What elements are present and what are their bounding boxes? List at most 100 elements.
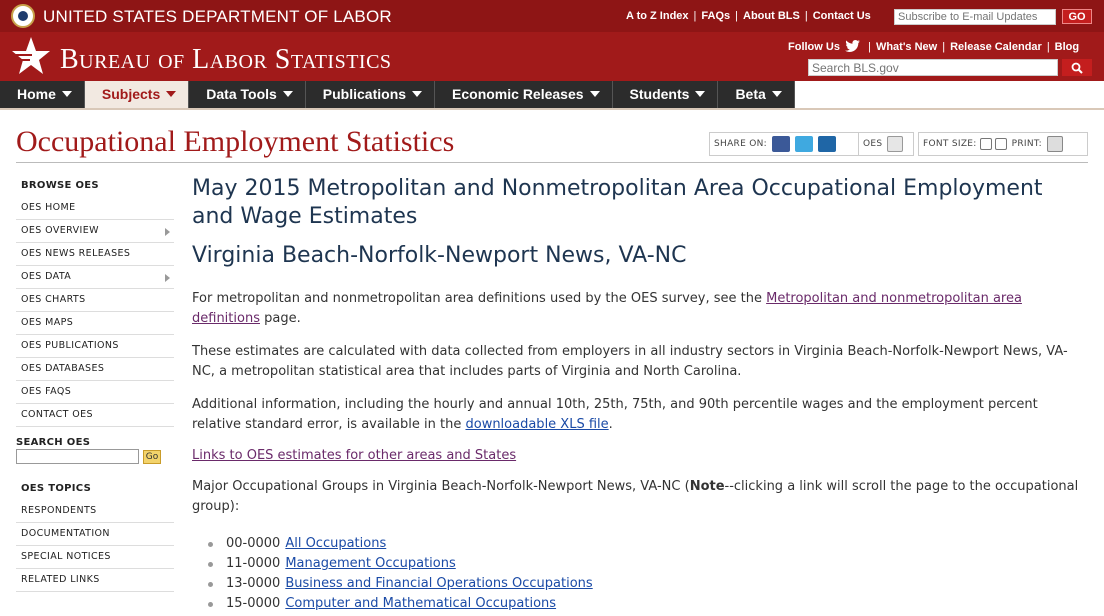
occupation-link[interactable]: Business and Financial Operations Occupa…	[285, 576, 593, 591]
nav-students[interactable]: Students	[612, 81, 719, 108]
note-label: Note	[689, 479, 725, 494]
linkedin-icon[interactable]	[818, 136, 836, 152]
sidebar-item-oes-maps[interactable]: OES MAPS	[16, 312, 174, 335]
sidebar: BROWSE OES OES HOME OES OVERVIEW OES NEW…	[16, 175, 174, 592]
top-link-about[interactable]: About BLS	[743, 10, 800, 22]
sidebar-item-oes-publications[interactable]: OES PUBLICATIONS	[16, 335, 174, 358]
bls-title[interactable]: Bureau of Labor Statistics	[60, 44, 392, 75]
sidebar-item-label: OES CHARTS	[21, 294, 86, 305]
chevron-down-icon	[412, 91, 423, 97]
nav-subjects[interactable]: Subjects	[84, 81, 190, 108]
nav-home-label: Home	[17, 86, 56, 102]
dol-title[interactable]: UNITED STATES DEPARTMENT OF LABOR	[43, 7, 392, 26]
sidebar-item-oes-data[interactable]: OES DATA	[16, 266, 174, 289]
nav-beta[interactable]: Beta	[718, 81, 795, 108]
sidebar-item-documentation[interactable]: DOCUMENTATION	[16, 523, 174, 546]
top-link-a-to-z[interactable]: A to Z Index	[626, 10, 689, 22]
additional-info-paragraph: Additional information, including the ho…	[192, 395, 1088, 435]
font-size-label: FONT SIZE:	[923, 139, 977, 149]
sidebar-item-label: RELATED LINKS	[21, 574, 100, 585]
chevron-down-icon	[771, 91, 782, 97]
sidebar-item-special-notices[interactable]: SPECIAL NOTICES	[16, 546, 174, 569]
blog-link[interactable]: Blog	[1054, 41, 1080, 53]
sidebar-item-oes-news-releases[interactable]: OES NEWS RELEASES	[16, 243, 174, 266]
follow-us-link[interactable]: Follow Us	[788, 40, 863, 53]
area-heading: Virginia Beach-Norfolk-Newport News, VA-…	[192, 243, 687, 268]
release-calendar-link[interactable]: Release Calendar	[950, 41, 1042, 53]
sidebar-item-oes-charts[interactable]: OES CHARTS	[16, 289, 174, 312]
sidebar-item-related-links[interactable]: RELATED LINKS	[16, 569, 174, 592]
occupation-code: 15-0000	[226, 596, 281, 611]
nav-students-label: Students	[629, 86, 690, 102]
chevron-down-icon	[589, 91, 600, 97]
nav-divider	[0, 108, 1104, 110]
nav-data-tools[interactable]: Data Tools	[189, 81, 306, 108]
main-content: May 2015 Metropolitan and Nonmetropolita…	[192, 175, 1088, 614]
estimates-paragraph: These estimates are calculated with data…	[192, 344, 1068, 379]
oes-search-go-button[interactable]: Go	[143, 449, 161, 464]
top-link-contact[interactable]: Contact Us	[812, 10, 871, 22]
dol-seal-icon[interactable]	[11, 4, 35, 28]
list-item: 15-0000 Computer and Mathematical Occupat…	[208, 594, 1088, 614]
site-search-button[interactable]	[1062, 59, 1092, 76]
xls-file-link[interactable]: downloadable XLS file	[465, 417, 609, 432]
site-search-input[interactable]	[808, 59, 1058, 76]
top-link-faqs[interactable]: FAQs	[701, 10, 731, 22]
sidebar-item-contact-oes[interactable]: CONTACT OES	[16, 404, 174, 427]
font-decrease-icon[interactable]	[979, 138, 992, 150]
top-links: A to Z Index | FAQs | About BLS | Contact Us	[626, 10, 871, 22]
chevron-down-icon	[695, 91, 706, 97]
nav-economic-releases[interactable]: Economic Releases	[435, 81, 613, 108]
printer-icon[interactable]	[1047, 136, 1064, 152]
font-increase-icon[interactable]	[994, 138, 1007, 150]
nav-publications-label: Publications	[322, 86, 407, 102]
nav-subjects-label: Subjects	[101, 86, 161, 102]
occupation-link[interactable]: Management Occupations	[285, 556, 456, 571]
print-label: PRINT:	[1011, 139, 1043, 149]
search-icon	[1071, 62, 1083, 74]
sidebar-item-oes-faqs[interactable]: OES FAQS	[16, 381, 174, 404]
chevron-down-icon	[166, 91, 177, 97]
sidebar-item-label: OES MAPS	[21, 317, 74, 328]
email-subscribe-input[interactable]	[894, 9, 1056, 25]
sidebar-browse-heading: BROWSE OES	[21, 180, 99, 191]
email-go-button[interactable]: GO	[1062, 9, 1092, 24]
chevron-right-icon	[165, 228, 170, 236]
additional-info-text-end: .	[608, 417, 613, 432]
sidebar-item-respondents[interactable]: RESPONDENTS	[16, 500, 174, 523]
nav-beta-label: Beta	[735, 86, 766, 102]
nav-economic-releases-label: Economic Releases	[452, 86, 584, 102]
bls-star-icon[interactable]	[10, 35, 52, 77]
oes-tool[interactable]: OES	[858, 132, 914, 156]
twitter-icon	[845, 40, 860, 52]
other-areas-link[interactable]: Links to OES estimates for other areas a…	[192, 448, 517, 463]
additional-info-text: Additional information, including the ho…	[192, 397, 1038, 432]
major-groups-paragraph: Major Occupational Groups in Virginia Be…	[192, 477, 1088, 517]
oes-print-icon	[887, 136, 904, 152]
nav-home[interactable]: Home	[0, 81, 85, 108]
definitions-paragraph: For metropolitan and nonmetropolitan are…	[192, 289, 1088, 329]
nav-publications[interactable]: Publications	[305, 81, 436, 108]
twitter-share-icon[interactable]	[795, 136, 813, 152]
sidebar-item-oes-home[interactable]: OES HOME	[16, 197, 174, 220]
sidebar-item-oes-databases[interactable]: OES DATABASES	[16, 358, 174, 381]
sidebar-item-label: OES DATABASES	[21, 363, 105, 374]
sidebar-item-label: OES FAQS	[21, 386, 72, 397]
sidebar-search-row: Go	[16, 449, 174, 464]
occupation-link[interactable]: Computer and Mathematical Occupations	[285, 596, 557, 611]
facebook-icon[interactable]	[772, 136, 790, 152]
whats-new-link[interactable]: What's New	[875, 41, 938, 53]
sidebar-item-label: OES NEWS RELEASES	[21, 248, 131, 259]
follow-links: Follow Us | What's New | Release Calendar | B…	[788, 40, 1080, 53]
occupation-code: 00-0000	[226, 536, 281, 551]
chevron-down-icon	[282, 91, 293, 97]
occupation-list: 00-0000 All Occupations 11-0000 Management…	[192, 534, 1088, 614]
share-label: SHARE ON:	[714, 139, 767, 149]
sidebar-search-heading: SEARCH OES	[16, 437, 91, 448]
sidebar-item-oes-overview[interactable]: OES OVERVIEW	[16, 220, 174, 243]
bls-banner: Bureau of Labor Statistics Follow Us | Wh…	[0, 32, 1104, 81]
occupation-link[interactable]: All Occupations	[285, 536, 387, 551]
chevron-right-icon	[165, 274, 170, 282]
oes-search-input[interactable]	[16, 449, 139, 464]
area-definitions-link[interactable]: Metropolitan and nonmetropolitan area de…	[192, 291, 1022, 326]
